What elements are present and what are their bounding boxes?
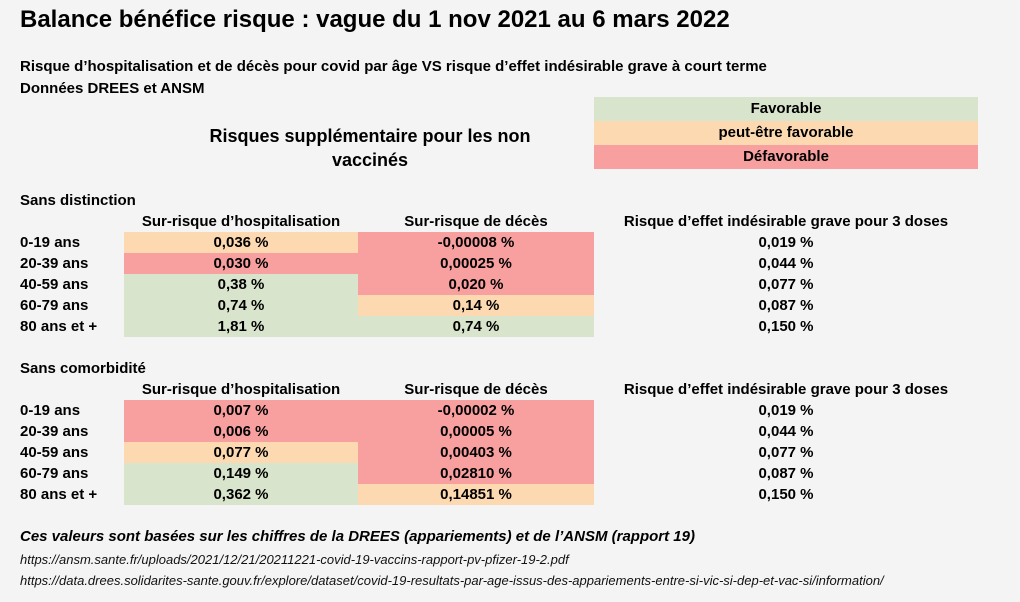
death-risk-cell: -0,00002 % bbox=[358, 400, 594, 421]
table-row: 40-59 ans 0,38 % 0,020 % 0,077 % bbox=[0, 274, 1020, 295]
age-group-label: 40-59 ans bbox=[20, 444, 89, 461]
adverse-effect-risk-cell: 0,087 % bbox=[758, 465, 814, 482]
hospitalisation-risk-cell: 0,362 % bbox=[124, 484, 358, 505]
table-row: 20-39 ans 0,030 % 0,00025 % 0,044 % bbox=[0, 253, 1020, 274]
hospitalisation-risk-cell: 0,74 % bbox=[124, 295, 358, 316]
data-source-line: Données DREES et ANSM bbox=[20, 80, 205, 97]
legend-favorable: Favorable bbox=[594, 97, 978, 121]
death-risk-cell: 0,14851 % bbox=[358, 484, 594, 505]
age-group-label: 0-19 ans bbox=[20, 402, 81, 419]
risk-heading: Risques supplémentaire pour les non vacc… bbox=[209, 126, 531, 170]
death-risk-cell: -0,00008 % bbox=[358, 232, 594, 253]
adverse-effect-risk-cell: 0,150 % bbox=[758, 318, 814, 335]
hospitalisation-risk-cell: 0,030 % bbox=[124, 253, 358, 274]
column-header-hospitalisation: Sur-risque d’hospitalisation bbox=[141, 213, 341, 230]
column-header-deces: Sur-risque de décès bbox=[404, 213, 548, 230]
adverse-effect-risk-cell: 0,077 % bbox=[758, 276, 814, 293]
death-risk-cell: 0,14 % bbox=[358, 295, 594, 316]
age-group-label: 20-39 ans bbox=[20, 255, 89, 272]
table-row: 0-19 ans 0,007 % -0,00002 % 0,019 % bbox=[0, 400, 1020, 421]
adverse-effect-risk-cell: 0,077 % bbox=[758, 444, 814, 461]
section-title: Sans distinction bbox=[20, 192, 136, 209]
hospitalisation-risk-cell: 1,81 % bbox=[124, 316, 358, 337]
death-risk-cell: 0,00025 % bbox=[358, 253, 594, 274]
hospitalisation-risk-cell: 0,006 % bbox=[124, 421, 358, 442]
adverse-effect-risk-cell: 0,019 % bbox=[758, 402, 814, 419]
table-row: 60-79 ans 0,74 % 0,14 % 0,087 % bbox=[0, 295, 1020, 316]
hospitalisation-risk-cell: 0,077 % bbox=[124, 442, 358, 463]
section-title: Sans comorbidité bbox=[20, 360, 146, 377]
table-row: 80 ans et + 1,81 % 0,74 % 0,150 % bbox=[0, 316, 1020, 337]
age-group-label: 80 ans et + bbox=[20, 318, 98, 335]
age-group-label: 0-19 ans bbox=[20, 234, 81, 251]
death-risk-cell: 0,020 % bbox=[358, 274, 594, 295]
subtitle: Risque d’hospitalisation et de décès pou… bbox=[20, 58, 767, 75]
source-link-ansm[interactable]: https://ansm.sante.fr/uploads/2021/12/21… bbox=[20, 552, 569, 567]
column-header-hospitalisation: Sur-risque d’hospitalisation bbox=[141, 381, 341, 398]
age-group-label: 20-39 ans bbox=[20, 423, 89, 440]
legend-unfavorable: Défavorable bbox=[594, 145, 978, 169]
page-title: Balance bénéfice risque : vague du 1 nov… bbox=[20, 6, 730, 33]
table-row: 20-39 ans 0,006 % 0,00005 % 0,044 % bbox=[0, 421, 1020, 442]
death-risk-cell: 0,74 % bbox=[358, 316, 594, 337]
age-group-label: 80 ans et + bbox=[20, 486, 98, 503]
column-header-effet-indesirable: Risque d’effet indésirable grave pour 3 … bbox=[623, 381, 949, 398]
column-header-effet-indesirable: Risque d’effet indésirable grave pour 3 … bbox=[623, 213, 949, 230]
adverse-effect-risk-cell: 0,044 % bbox=[758, 255, 814, 272]
age-group-label: 40-59 ans bbox=[20, 276, 89, 293]
death-risk-cell: 0,00403 % bbox=[358, 442, 594, 463]
age-group-label: 60-79 ans bbox=[20, 297, 89, 314]
death-risk-cell: 0,02810 % bbox=[358, 463, 594, 484]
adverse-effect-risk-cell: 0,150 % bbox=[758, 486, 814, 503]
legend-maybe-favorable: peut-être favorable bbox=[594, 121, 978, 145]
table-row: 80 ans et + 0,362 % 0,14851 % 0,150 % bbox=[0, 484, 1020, 505]
hospitalisation-risk-cell: 0,036 % bbox=[124, 232, 358, 253]
table-row: 60-79 ans 0,149 % 0,02810 % 0,087 % bbox=[0, 463, 1020, 484]
hospitalisation-risk-cell: 0,149 % bbox=[124, 463, 358, 484]
source-note: Ces valeurs sont basées sur les chiffres… bbox=[20, 528, 695, 545]
table-row: 40-59 ans 0,077 % 0,00403 % 0,077 % bbox=[0, 442, 1020, 463]
column-header-deces: Sur-risque de décès bbox=[404, 381, 548, 398]
age-group-label: 60-79 ans bbox=[20, 465, 89, 482]
hospitalisation-risk-cell: 0,007 % bbox=[124, 400, 358, 421]
adverse-effect-risk-cell: 0,087 % bbox=[758, 297, 814, 314]
hospitalisation-risk-cell: 0,38 % bbox=[124, 274, 358, 295]
death-risk-cell: 0,00005 % bbox=[358, 421, 594, 442]
table-row: 0-19 ans 0,036 % -0,00008 % 0,019 % bbox=[0, 232, 1020, 253]
adverse-effect-risk-cell: 0,019 % bbox=[758, 234, 814, 251]
source-link-drees[interactable]: https://data.drees.solidarites-sante.gou… bbox=[20, 573, 884, 588]
adverse-effect-risk-cell: 0,044 % bbox=[758, 423, 814, 440]
